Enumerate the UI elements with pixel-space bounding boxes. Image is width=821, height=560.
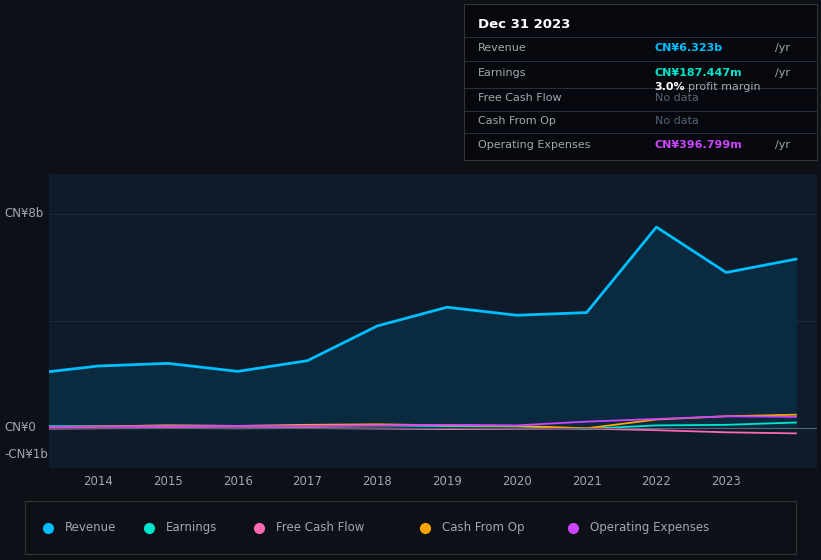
Text: Free Cash Flow: Free Cash Flow — [276, 521, 365, 534]
Text: Earnings: Earnings — [166, 521, 218, 534]
Text: 3.0%: 3.0% — [654, 82, 686, 92]
Text: CN¥396.799m: CN¥396.799m — [654, 140, 742, 150]
Text: Free Cash Flow: Free Cash Flow — [478, 93, 562, 103]
Text: /yr: /yr — [774, 140, 790, 150]
Text: Cash From Op: Cash From Op — [478, 116, 556, 127]
Text: profit margin: profit margin — [688, 82, 761, 92]
Text: /yr: /yr — [774, 68, 790, 78]
Text: CN¥8b: CN¥8b — [4, 207, 44, 220]
Text: No data: No data — [654, 116, 699, 127]
Text: Operating Expenses: Operating Expenses — [478, 140, 590, 150]
Text: -CN¥1b: -CN¥1b — [4, 448, 48, 461]
Text: Dec 31 2023: Dec 31 2023 — [478, 18, 571, 31]
Text: CN¥187.447m: CN¥187.447m — [654, 68, 742, 78]
Text: CN¥0: CN¥0 — [4, 421, 36, 434]
Text: No data: No data — [654, 93, 699, 103]
Text: Cash From Op: Cash From Op — [443, 521, 525, 534]
Text: Revenue: Revenue — [478, 43, 527, 53]
Text: Operating Expenses: Operating Expenses — [589, 521, 709, 534]
Text: /yr: /yr — [774, 43, 790, 53]
Text: Revenue: Revenue — [65, 521, 116, 534]
Text: CN¥6.323b: CN¥6.323b — [654, 43, 722, 53]
Text: Earnings: Earnings — [478, 68, 526, 78]
